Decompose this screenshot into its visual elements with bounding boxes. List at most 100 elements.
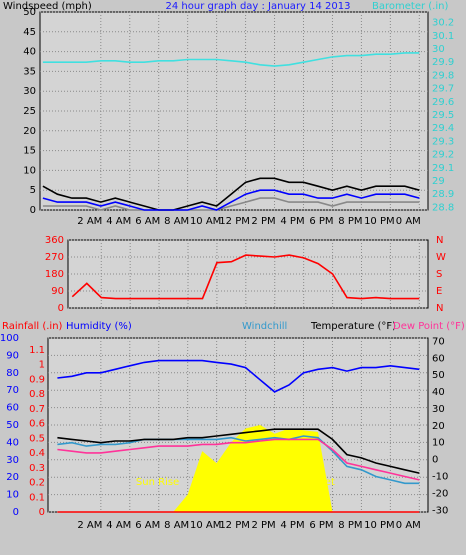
x-tick-label: 4 PM — [280, 216, 304, 227]
y-tick-label: 180 — [45, 269, 64, 280]
series-line — [42, 177, 420, 211]
y3-tick-label: 0.8 — [29, 389, 45, 400]
y-tick-label: 90 — [6, 350, 19, 361]
y2-tick-label: 40 — [432, 387, 445, 398]
y-tick-label: 15 — [23, 146, 36, 157]
y-tick-label: 0 — [13, 507, 19, 518]
x-tick-label: 2 PM — [251, 520, 275, 531]
y2-tick-label: 60 — [432, 353, 445, 364]
y-tick-label: 5 — [30, 185, 36, 196]
y3-tick-label: 1.1 — [29, 345, 45, 356]
y2-tick-label: 29.8 — [432, 70, 454, 81]
series-label: Windchill — [242, 321, 287, 332]
y2-tick-label: 50 — [432, 370, 445, 381]
y2-tick-label: 29.2 — [432, 150, 454, 161]
y2-tick-label: 30 — [432, 404, 445, 415]
y3-tick-label: 0 — [39, 507, 45, 518]
y2-tick-label: 28.8 — [432, 202, 454, 213]
barometer-label: Barometer (.in) — [372, 1, 448, 12]
y-tick-label: 100 — [0, 333, 19, 344]
y3-tick-label: 0.9 — [29, 374, 45, 385]
x-tick-label: 2 AM — [77, 216, 102, 227]
x-tick-label: 10 PM — [364, 520, 395, 531]
series-label: Humidity (%) — [66, 321, 132, 332]
sunrise-label: Sun Rise — [136, 477, 179, 488]
y-tick-label: 20 — [23, 126, 36, 137]
y2-tick-label: 70 — [432, 336, 445, 347]
y2-tick-label: 29.3 — [432, 136, 454, 147]
windspeed-label: Windspeed (mph) — [3, 1, 92, 12]
y2-tick-label: 20 — [432, 421, 445, 432]
y3-tick-label: 0.7 — [29, 404, 45, 415]
x-tick-label: 10 PM — [364, 216, 395, 227]
series-line — [71, 254, 420, 300]
series-line — [57, 438, 420, 481]
y2-tick-label: 29.4 — [432, 123, 454, 134]
y2-tick-label: 29.9 — [432, 57, 454, 68]
y-tick-label: 35 — [23, 66, 36, 77]
y2-tick-label: 29 — [432, 176, 445, 187]
y2-tick-label: 0 — [432, 455, 438, 466]
x-tick-label: 10 AM — [190, 520, 221, 531]
y2-tick-label: 29.7 — [432, 84, 454, 95]
y2-tick-label: 30 — [432, 44, 445, 55]
y-tick-label: 40 — [23, 47, 36, 58]
y2-tick-label: -10 — [432, 472, 448, 483]
y-tick-label: 0 — [58, 303, 64, 314]
y2-tick-label: 30.2 — [432, 18, 454, 29]
x-tick-label: 0 AM — [396, 520, 421, 531]
y2-tick-label: -30 — [432, 505, 448, 516]
series-line — [57, 359, 420, 393]
series-label: Temperature (°F) — [310, 321, 396, 332]
x-tick-label: 8 AM — [164, 216, 189, 227]
x-tick-label: 10 AM — [190, 216, 221, 227]
x-tick-label: 4 AM — [106, 216, 131, 227]
y2-tick-label: 29.6 — [432, 97, 454, 108]
x-tick-label: 12 PM — [219, 520, 250, 531]
y-tick-label: 90 — [51, 286, 64, 297]
y3-tick-label: 1 — [39, 360, 45, 371]
y-tick-label: 70 — [6, 385, 19, 396]
sun-area — [57, 425, 420, 512]
y-tick-label: 360 — [45, 235, 64, 246]
y2-tick-label: E — [436, 286, 442, 297]
series-label: Rainfall (.in) — [2, 321, 63, 332]
y2-tick-label: 28.9 — [432, 189, 454, 200]
series-label: Dew Point (°F) — [393, 321, 465, 332]
y3-tick-label: 0.4 — [29, 448, 45, 459]
x-tick-label: 0 AM — [396, 216, 421, 227]
y-tick-label: 10 — [23, 165, 36, 176]
y3-tick-label: 0.1 — [29, 492, 45, 503]
y-tick-label: 50 — [23, 7, 36, 18]
x-tick-label: 6 PM — [309, 520, 333, 531]
x-tick-label: 6 PM — [309, 216, 333, 227]
y2-tick-label: N — [436, 235, 443, 246]
x-tick-label: 8 PM — [338, 520, 362, 531]
x-tick-label: 6 AM — [135, 216, 160, 227]
x-tick-label: 4 AM — [106, 520, 131, 531]
y2-tick-label: 30.1 — [432, 31, 454, 42]
x-tick-label: 4 PM — [280, 520, 304, 531]
y3-tick-label: 0.3 — [29, 463, 45, 474]
y-tick-label: 80 — [6, 368, 19, 379]
series-line — [57, 428, 420, 474]
y2-tick-label: 29.5 — [432, 110, 454, 121]
y3-tick-label: 0.2 — [29, 478, 45, 489]
y-tick-label: 50 — [6, 420, 19, 431]
series-line — [42, 197, 420, 211]
series-line — [42, 52, 420, 67]
y-tick-label: 30 — [23, 86, 36, 97]
y-tick-label: 0 — [30, 205, 36, 216]
x-tick-label: 8 PM — [338, 216, 362, 227]
x-tick-label: 8 AM — [164, 520, 189, 531]
y-tick-label: 10 — [6, 490, 19, 501]
y2-tick-label: W — [436, 252, 446, 263]
series-line — [57, 435, 420, 485]
y3-tick-label: 0.5 — [29, 433, 45, 444]
y-tick-label: 40 — [6, 437, 19, 448]
y-tick-label: 60 — [6, 403, 19, 414]
y-tick-label: 25 — [23, 106, 36, 117]
y-tick-label: 270 — [45, 252, 64, 263]
y-tick-label: 45 — [23, 27, 36, 38]
